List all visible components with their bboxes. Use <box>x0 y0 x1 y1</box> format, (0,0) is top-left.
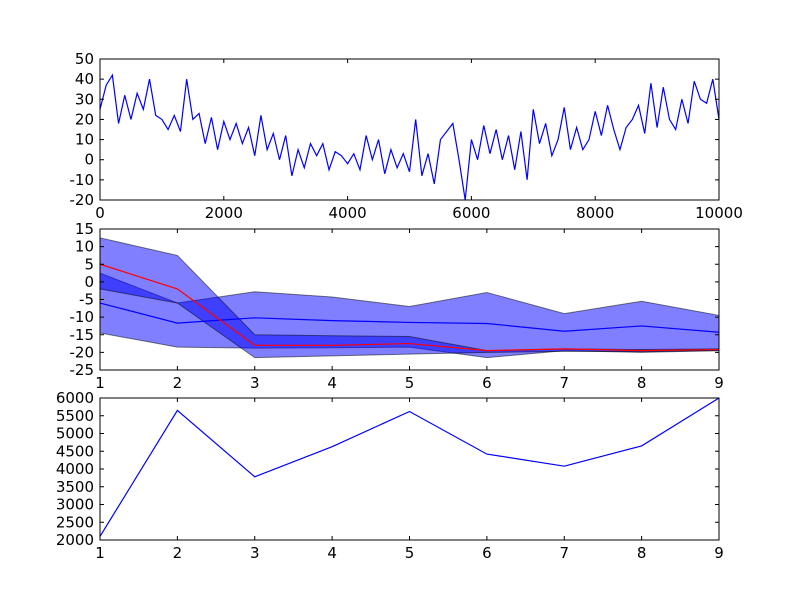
x-tick-label: 6 <box>482 374 492 392</box>
y-tick-label: 15 <box>75 220 94 238</box>
axes-frame <box>99 58 720 201</box>
line <box>99 302 720 333</box>
line <box>99 263 720 352</box>
y-tick-label: 3500 <box>56 478 94 496</box>
x-tick-label: 5 <box>405 374 415 392</box>
y-tick-label: 6000 <box>56 389 94 407</box>
y-tick-label: 5500 <box>56 407 94 425</box>
y-tick-label: 2500 <box>56 513 94 531</box>
y-tick-label: 4500 <box>56 442 94 460</box>
y-tick-label: -20 <box>70 191 95 209</box>
y-tick-label: 10 <box>75 238 94 256</box>
y-tick-label: -10 <box>70 171 95 189</box>
y-tick-label: 5000 <box>56 425 94 443</box>
x-tick-label: 3 <box>250 544 260 562</box>
y-tick-label: 3000 <box>56 496 94 514</box>
x-tick-label: 0 <box>95 204 105 222</box>
x-tick-label: 4 <box>327 374 337 392</box>
y-tick-label: 2000 <box>56 531 94 549</box>
y-tick-label: 0 <box>84 151 94 169</box>
y-tick-label: -25 <box>70 361 95 379</box>
y-tick-label: -5 <box>79 291 94 309</box>
x-tick-label: 2 <box>173 374 183 392</box>
x-tick-label: 7 <box>559 374 569 392</box>
y-tick-label: -15 <box>70 326 95 344</box>
y-tick-label: 20 <box>75 110 94 128</box>
y-tick-label: 50 <box>75 50 94 68</box>
x-tick-label: 5 <box>405 544 415 562</box>
x-tick-label: 8 <box>637 544 647 562</box>
axes-frame <box>99 397 720 541</box>
x-tick-label: 3 <box>250 374 260 392</box>
x-tick-label: 4 <box>327 544 337 562</box>
x-tick-label: 9 <box>714 374 724 392</box>
y-tick-label: 4000 <box>56 460 94 478</box>
y-tick-label: 40 <box>75 70 94 88</box>
x-tick-label: 7 <box>559 544 569 562</box>
x-tick-label: 4000 <box>329 204 367 222</box>
x-tick-label: 2000 <box>205 204 243 222</box>
x-tick-label: 9 <box>714 544 724 562</box>
x-tick-label: 8 <box>637 374 647 392</box>
y-tick-label: 30 <box>75 90 94 108</box>
y-tick-label: -10 <box>70 308 95 326</box>
y-tick-label: 0 <box>84 273 94 291</box>
x-tick-label: 10000 <box>695 204 743 222</box>
x-tick-label: 6000 <box>452 204 490 222</box>
y-tick-label: 10 <box>75 131 94 149</box>
x-tick-label: 8000 <box>576 204 614 222</box>
x-tick-label: 1 <box>95 544 105 562</box>
x-tick-label: 2 <box>173 544 183 562</box>
line <box>99 73 720 201</box>
line <box>99 397 720 537</box>
x-tick-label: 6 <box>482 544 492 562</box>
axes-frame <box>99 228 720 371</box>
y-tick-label: 5 <box>84 255 94 273</box>
y-tick-label: -20 <box>70 343 95 361</box>
x-tick-label: 1 <box>95 374 105 392</box>
